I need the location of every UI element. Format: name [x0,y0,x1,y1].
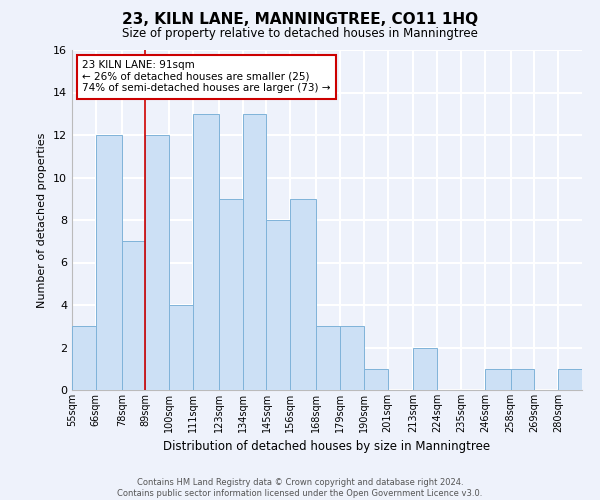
Text: Size of property relative to detached houses in Manningtree: Size of property relative to detached ho… [122,28,478,40]
Bar [511,369,535,390]
Text: Contains HM Land Registry data © Crown copyright and database right 2024.
Contai: Contains HM Land Registry data © Crown c… [118,478,482,498]
X-axis label: Distribution of detached houses by size in Manningtree: Distribution of detached houses by size … [163,440,491,454]
Bar [340,326,364,390]
Bar [485,369,511,390]
Bar [96,135,122,390]
Bar [72,326,96,390]
Bar [145,135,169,390]
Bar [169,305,193,390]
Bar [122,242,145,390]
Bar [193,114,219,390]
Bar [219,198,243,390]
Text: 23 KILN LANE: 91sqm
← 26% of detached houses are smaller (25)
74% of semi-detach: 23 KILN LANE: 91sqm ← 26% of detached ho… [82,60,331,94]
Y-axis label: Number of detached properties: Number of detached properties [37,132,47,308]
Bar [364,369,388,390]
Bar [266,220,290,390]
Bar [413,348,437,390]
Bar [558,369,582,390]
Bar [243,114,266,390]
Bar [290,198,316,390]
Bar [316,326,340,390]
Text: 23, KILN LANE, MANNINGTREE, CO11 1HQ: 23, KILN LANE, MANNINGTREE, CO11 1HQ [122,12,478,28]
